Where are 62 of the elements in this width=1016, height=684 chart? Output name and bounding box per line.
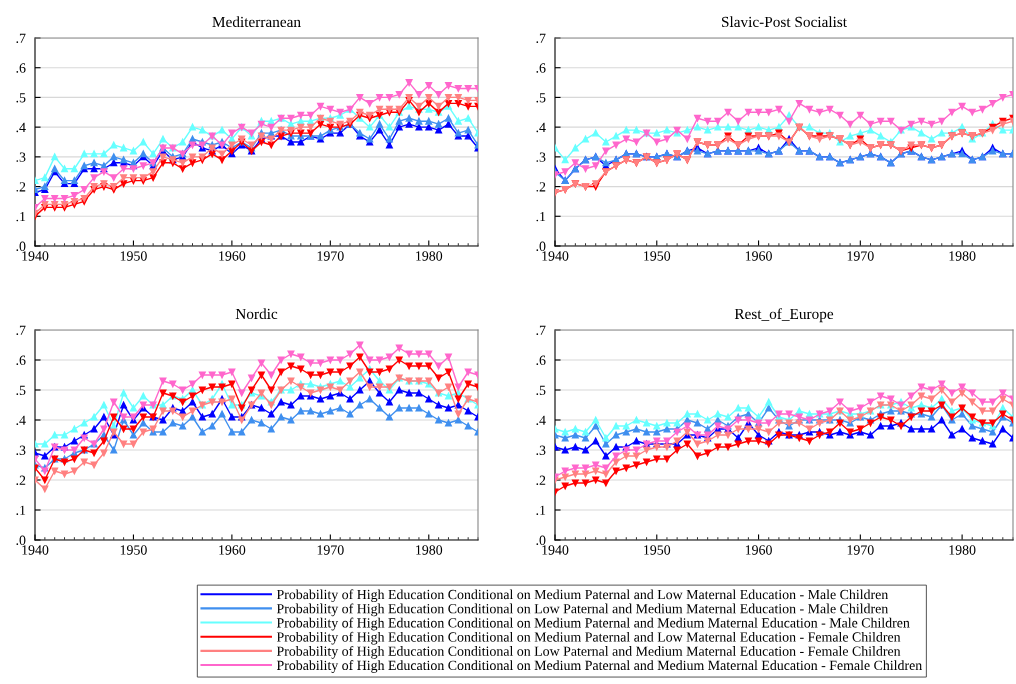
legend-label: Probability of High Education Conditional on Medium Paternal and Low Maternal Education - Female Children	[276, 631, 901, 645]
y-tick-label: .7	[16, 33, 26, 44]
x-tick-label: 1970	[317, 251, 344, 261]
x-tick-label: 1950	[644, 545, 671, 555]
x-tick-label: 1950	[644, 251, 671, 261]
x-tick-label: 1960	[745, 251, 772, 261]
x-tick-label: 1950	[120, 251, 147, 261]
legend-label: Probability of High Education Conditional on Medium Paternal and Medium Maternal Education - Male Children	[276, 617, 910, 631]
x-tick-label: 1940	[22, 545, 49, 555]
y-tick-label: .0	[536, 535, 546, 546]
y-tick-label: .0	[536, 241, 546, 252]
x-tick-label: 1980	[949, 545, 976, 555]
y-tick-label: .4	[16, 122, 26, 133]
y-tick-label: .1	[536, 505, 546, 516]
x-tick-label: 1940	[542, 545, 569, 555]
chart-title: Nordic	[235, 308, 278, 320]
y-tick-label: .5	[536, 385, 546, 396]
y-tick-label: .3	[16, 152, 26, 162]
x-tick-label: 1940	[22, 251, 49, 261]
x-tick-label: 1970	[847, 545, 874, 555]
legend-label: Probability of High Education Conditional on Low Paternal and Medium Maternal Education - Female Children	[276, 645, 901, 659]
y-tick-label: .6	[16, 63, 26, 73]
y-tick-label: .6	[536, 355, 546, 366]
y-tick-label: .5	[16, 93, 26, 103]
y-tick-label: .1	[16, 211, 26, 222]
legend-label: Probability of High Education Conditional on Medium Paternal and Low Maternal Education - Male Children	[276, 589, 889, 603]
y-tick-label: .1	[536, 211, 546, 222]
chart-title: Rest_of_Europe	[734, 308, 834, 323]
y-tick-label: .5	[536, 93, 546, 103]
x-tick-label: 1970	[847, 251, 874, 261]
y-tick-label: .3	[536, 152, 546, 162]
y-tick-label: .5	[16, 385, 26, 396]
y-tick-label: .2	[536, 182, 546, 192]
chart-title: Slavic-Post Socialist	[722, 16, 847, 28]
y-tick-label: .1	[16, 505, 26, 516]
y-tick-label: .2	[536, 475, 546, 486]
y-tick-label: .6	[536, 63, 546, 73]
y-tick-label: .0	[16, 241, 26, 252]
y-tick-label: .7	[16, 325, 26, 336]
y-tick-label: .4	[16, 415, 26, 426]
x-tick-label: 1960	[219, 251, 246, 261]
y-tick-label: .2	[16, 182, 26, 192]
y-tick-label: .3	[536, 445, 546, 456]
legend-label: Probability of High Education Conditional on Low Paternal and Medium Maternal Education - Male Children	[276, 603, 889, 617]
y-tick-label: .0	[16, 535, 26, 546]
x-tick-label: 1980	[416, 251, 443, 261]
x-tick-label: 1950	[120, 545, 147, 555]
y-tick-label: .7	[536, 325, 546, 336]
x-tick-label: 1960	[219, 545, 246, 555]
x-tick-label: 1960	[745, 545, 772, 555]
x-tick-label: 1980	[949, 251, 976, 261]
y-tick-label: .3	[16, 445, 26, 456]
x-tick-label: 1940	[542, 251, 569, 261]
chart-title: Mediterranean	[212, 16, 301, 28]
y-tick-label: .6	[16, 355, 26, 366]
y-tick-label: .4	[536, 122, 546, 133]
x-tick-label: 1970	[317, 545, 344, 555]
y-tick-label: .2	[16, 475, 26, 486]
y-tick-label: .4	[536, 415, 546, 426]
y-tick-label: .7	[536, 33, 546, 44]
legend-label: Probability of High Education Conditional on Medium Paternal and Medium Maternal Education - Female Children	[276, 660, 922, 673]
x-tick-label: 1980	[416, 545, 443, 555]
